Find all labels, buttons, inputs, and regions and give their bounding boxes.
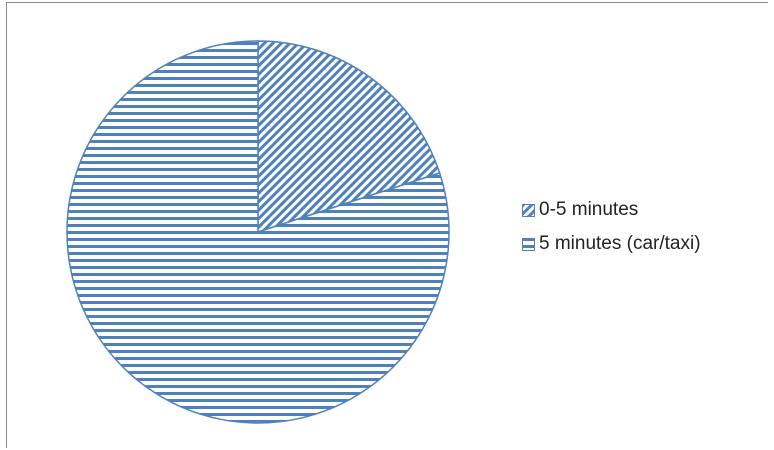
legend: 0-5 minutes 5 minutes (car/taxi) <box>522 198 701 266</box>
chart-border <box>6 2 768 448</box>
legend-item-0-5-minutes: 0-5 minutes <box>522 198 701 222</box>
legend-swatch-horizontal <box>522 237 535 251</box>
legend-label-5-minutes-car-taxi: 5 minutes (car/taxi) <box>539 233 701 254</box>
legend-label-0-5-minutes: 0-5 minutes <box>539 199 639 220</box>
legend-item-5-minutes-car-taxi: 5 minutes (car/taxi) <box>522 232 701 256</box>
pie-slice-5-minutes-car-taxi <box>66 40 450 424</box>
pie-slices <box>66 40 450 424</box>
legend-swatch-diagonal <box>522 203 535 217</box>
pie-slice-0-5-minutes <box>257 40 441 234</box>
